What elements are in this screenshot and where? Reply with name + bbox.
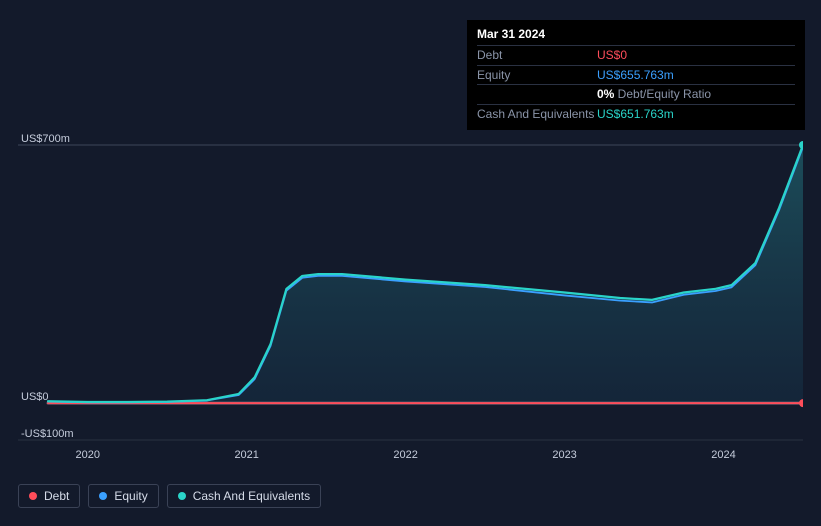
tooltip-row-label <box>477 86 597 103</box>
legend-label: Cash And Equivalents <box>193 489 310 503</box>
y-axis-label: US$700m <box>21 133 70 145</box>
chart-tooltip: Mar 31 2024 DebtUS$0EquityUS$655.763m0% … <box>467 20 805 130</box>
tooltip-row-value: US$655.763m <box>597 67 674 84</box>
legend-dot-icon <box>178 492 186 500</box>
tooltip-row-value: 0% Debt/Equity Ratio <box>597 86 711 103</box>
tooltip-row: 0% Debt/Equity Ratio <box>477 84 795 104</box>
legend-dot-icon <box>99 492 107 500</box>
y-axis-label: US$0 <box>21 391 49 403</box>
tooltip-date: Mar 31 2024 <box>477 26 795 45</box>
tooltip-row: DebtUS$0 <box>477 45 795 65</box>
tooltip-row-label: Cash And Equivalents <box>477 106 597 123</box>
tooltip-row: EquityUS$655.763m <box>477 65 795 85</box>
tooltip-row-value: US$651.763m <box>597 106 674 123</box>
legend-dot-icon <box>29 492 37 500</box>
legend-item[interactable]: Equity <box>88 484 158 508</box>
x-axis-label: 2023 <box>552 449 576 461</box>
x-axis-label: 2020 <box>75 449 99 461</box>
x-axis-label: 2022 <box>393 449 417 461</box>
chart-legend: Debt Equity Cash And Equivalents <box>18 484 321 508</box>
legend-label: Equity <box>114 489 147 503</box>
tooltip-row-label: Equity <box>477 67 597 84</box>
financials-chart: US$700mUS$0-US$100m20202021202220232024 <box>18 125 803 445</box>
tooltip-row: Cash And EquivalentsUS$651.763m <box>477 104 795 124</box>
legend-item[interactable]: Debt <box>18 484 80 508</box>
legend-item[interactable]: Cash And Equivalents <box>167 484 321 508</box>
tooltip-row-value: US$0 <box>597 47 627 64</box>
tooltip-row-label: Debt <box>477 47 597 64</box>
x-axis-label: 2021 <box>234 449 258 461</box>
legend-label: Debt <box>44 489 69 503</box>
y-axis-label: -US$100m <box>21 428 74 440</box>
x-axis-label: 2024 <box>711 449 735 461</box>
